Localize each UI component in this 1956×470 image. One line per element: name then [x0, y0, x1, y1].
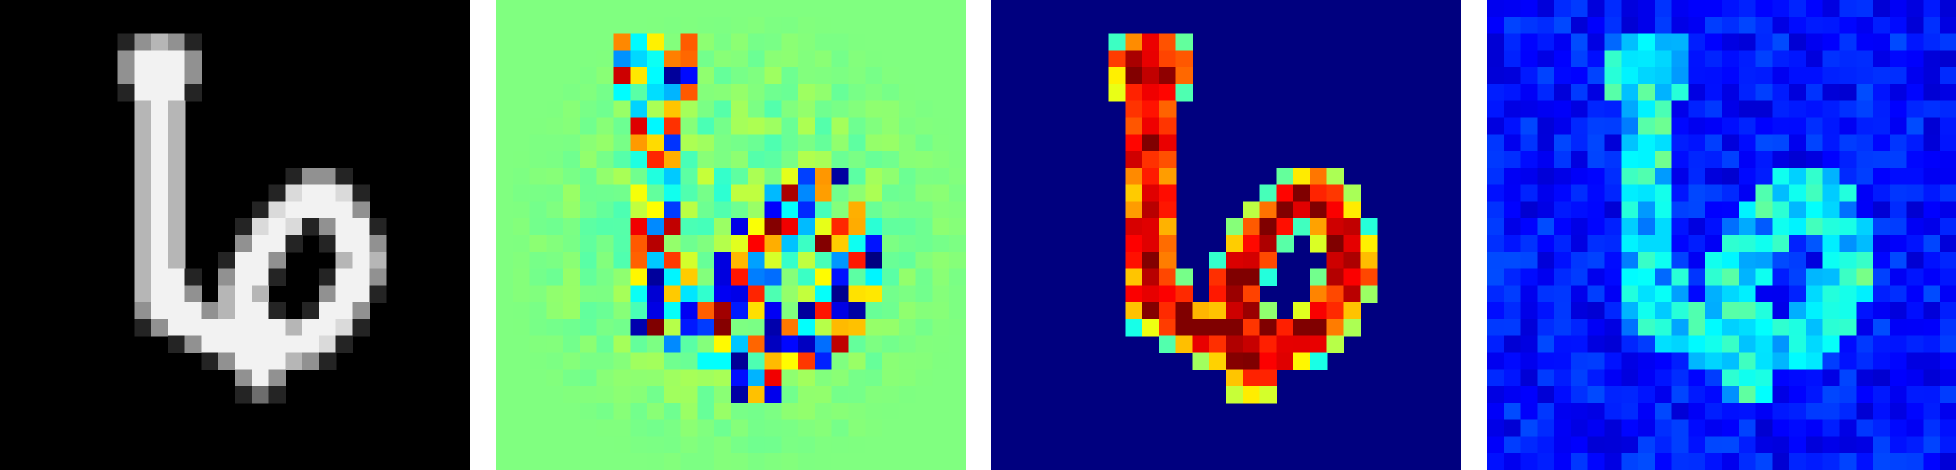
activation-panel [991, 0, 1461, 470]
noise-attribution-image [1487, 0, 1956, 470]
activation-image [991, 0, 1461, 470]
noise-attribution-panel [1487, 0, 1956, 470]
signed-attribution-image [496, 0, 966, 470]
input-digit-panel [0, 0, 470, 470]
signed-attribution-panel [496, 0, 966, 470]
input-digit-image [0, 0, 470, 470]
